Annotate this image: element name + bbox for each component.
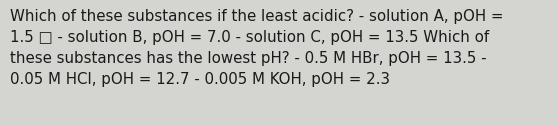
Text: Which of these substances if the least acidic? - solution A, pOH =
1.5 □ - solut: Which of these substances if the least a… [10, 9, 503, 87]
